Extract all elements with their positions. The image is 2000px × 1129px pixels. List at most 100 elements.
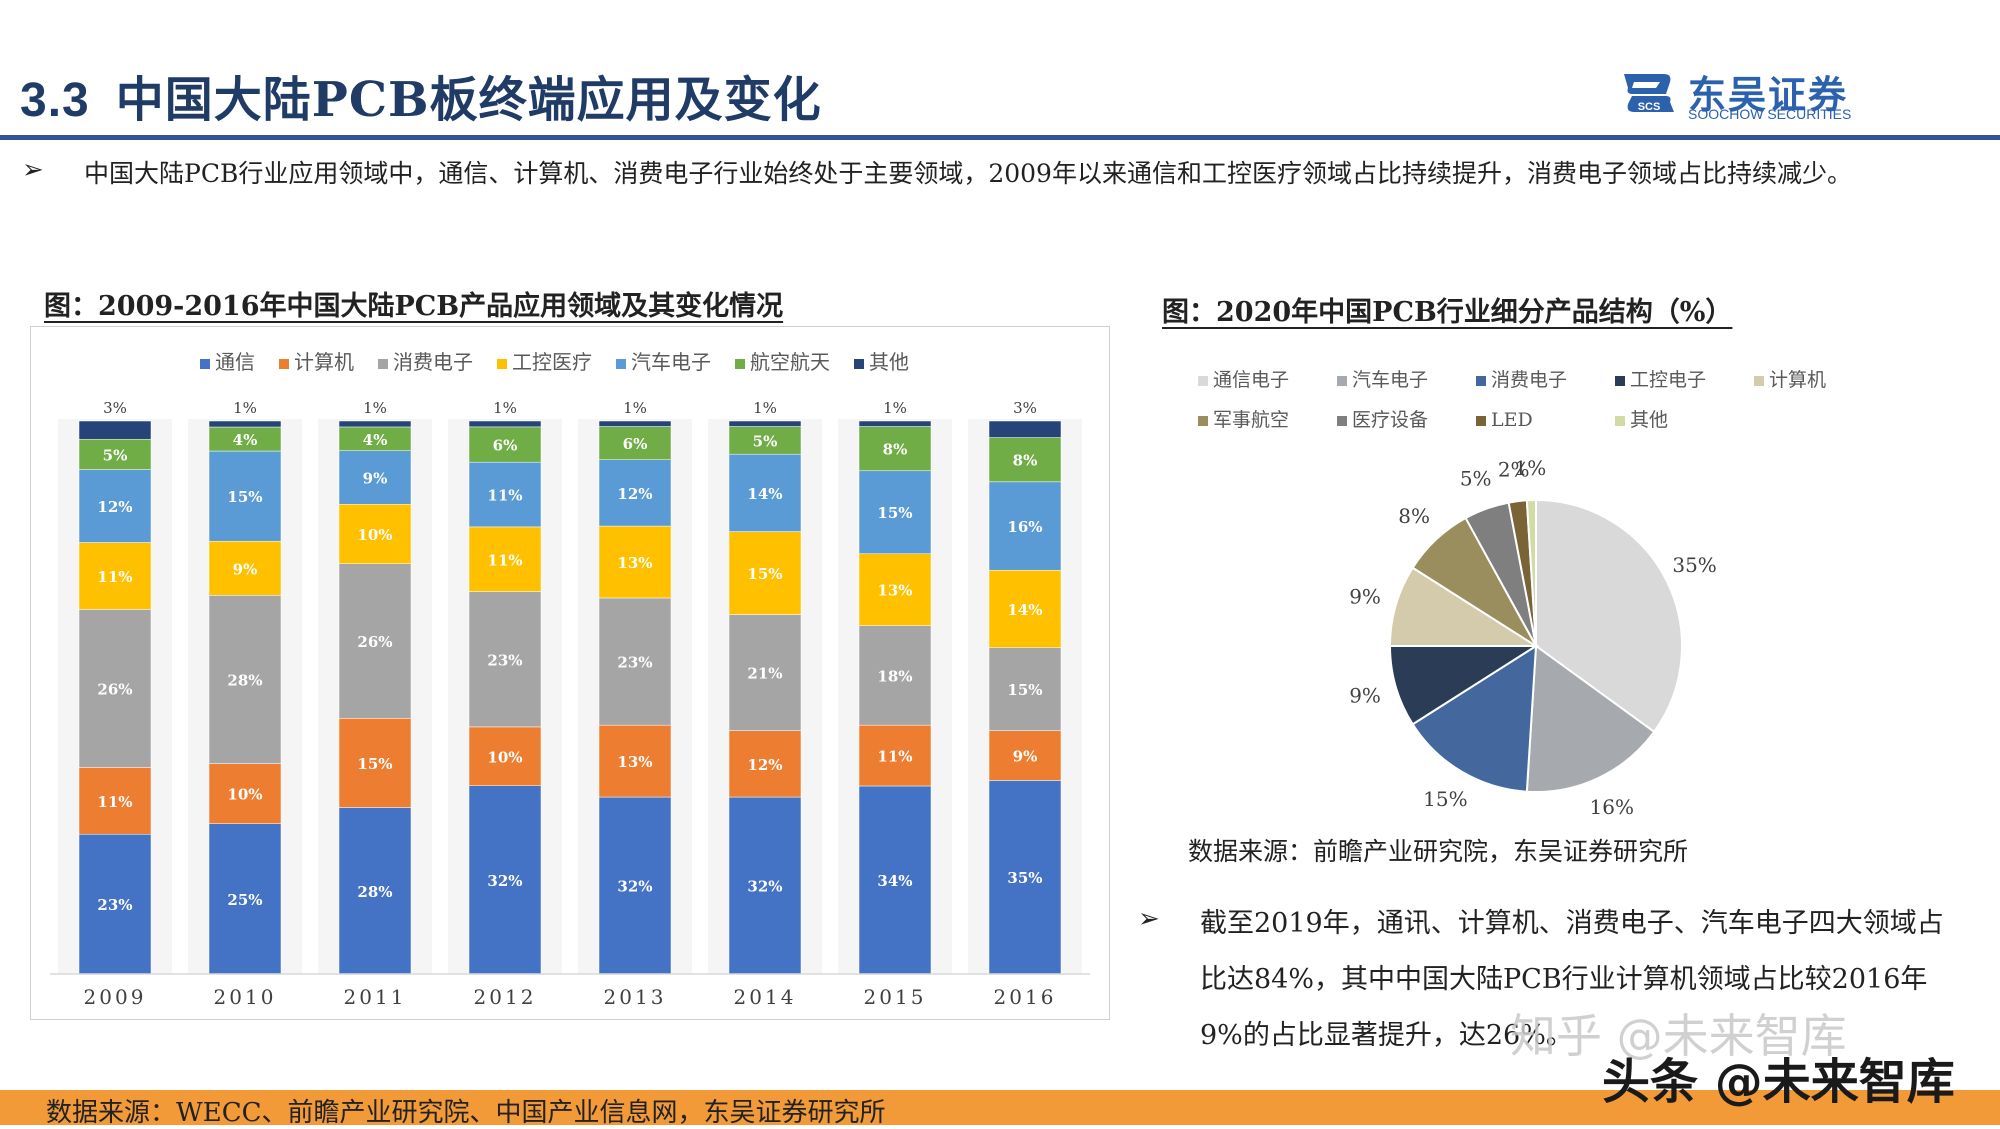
section-number: 3.3 [20, 74, 90, 127]
pie-legend-label-2: 汽车电子 [1352, 369, 1428, 391]
logo-name-en: SOOCHOW SECURITIES [1688, 106, 1852, 122]
bar-value-label: 16% [1007, 518, 1042, 536]
legend-swatch-1 [200, 359, 210, 369]
bar-segment [598, 459, 672, 527]
x-tick-label: 2015 [864, 985, 927, 1009]
pie-legend-label-3: 消费电子 [1491, 369, 1567, 391]
bar-segment [728, 614, 802, 731]
bar-value-label: 10% [487, 748, 522, 766]
pie-legend-swatch-6 [1198, 416, 1208, 426]
x-tick-label: 2010 [214, 985, 277, 1009]
bar-value-label: 9% [363, 469, 388, 487]
legend-swatch-4 [497, 359, 507, 369]
bar-value-label: 14% [1007, 601, 1042, 619]
pie-legend-swatch-1 [1198, 376, 1208, 386]
bar-value-label: 10% [357, 526, 392, 544]
bar-value-label: 26% [357, 633, 392, 651]
bar-value-label: 23% [487, 651, 522, 669]
pie-slice [1535, 498, 1683, 734]
bar-value-label: 8% [1013, 452, 1038, 470]
bar-value-label: 11% [97, 568, 132, 586]
bar-segment [468, 426, 542, 463]
bar-segment [988, 437, 1062, 483]
bar-segment [78, 833, 152, 975]
bar-segment [468, 785, 542, 975]
pie-legend-label-7: 医疗设备 [1352, 409, 1428, 431]
legend-swatch-3 [378, 359, 388, 369]
bar-value-label: 11% [877, 748, 912, 766]
bar-value-label: 23% [617, 654, 652, 672]
pie-slice [1525, 498, 1537, 647]
bar-value-label: 12% [617, 485, 652, 503]
bar-value-label: 9% [233, 560, 258, 578]
bar-value-label: 1% [883, 399, 907, 417]
pie-legend-label-1: 通信电子 [1213, 369, 1289, 391]
legend-swatch-7 [854, 359, 864, 369]
pie-legend-swatch-5 [1754, 376, 1764, 386]
pie-legend-swatch-8 [1476, 416, 1486, 426]
pie-legend-swatch-3 [1476, 376, 1486, 386]
legend-swatch-5 [616, 359, 626, 369]
bar-value-label: 3% [103, 399, 127, 417]
legend-swatch-2 [279, 359, 289, 369]
bar-segment [208, 823, 282, 975]
bar-value-label: 15% [1007, 681, 1042, 699]
pie-legend-label-6: 军事航空 [1213, 409, 1289, 431]
pie-slice [1388, 645, 1540, 726]
bar-value-label: 3% [1013, 399, 1037, 417]
pie-value-label: 8% [1398, 504, 1430, 528]
legend-label-6: 航空航天 [750, 350, 830, 374]
bar-value-label: 32% [487, 872, 522, 890]
bar-value-label: 18% [877, 667, 912, 685]
bar-value-label: 32% [747, 878, 782, 896]
legend-label-7: 其他 [869, 350, 909, 374]
bar-value-label: 35% [1007, 869, 1042, 887]
bar-segment [78, 469, 152, 543]
bar-value-label: 15% [877, 504, 912, 522]
bar-value-label: 34% [877, 872, 912, 890]
watermark-zhihu: 知乎 @未来智库 [1510, 1009, 1847, 1063]
bar-segment [338, 563, 412, 719]
pie-slice [1411, 644, 1538, 793]
bar-value-label: 5% [103, 446, 128, 464]
legend-label-4: 工控医疗 [512, 350, 592, 374]
bar-segment [208, 450, 282, 542]
bar-value-label: 13% [617, 753, 652, 771]
bar-segment [858, 625, 932, 726]
pie-legend-label-5: 计算机 [1769, 369, 1826, 391]
x-tick-label: 2016 [994, 985, 1057, 1009]
pie-data-source: 数据来源：前瞻产业研究院，东吴证券研究所 [1188, 837, 1689, 866]
bar-segment [988, 730, 1062, 781]
bar-segment [208, 426, 282, 452]
x-tick-label: 2009 [84, 985, 147, 1009]
bar-value-label: 1% [493, 399, 517, 417]
pie-value-label: 9% [1349, 584, 1381, 608]
bar-value-label: 4% [363, 431, 388, 449]
bar-value-label: 13% [877, 582, 912, 600]
bar-value-label: 10% [227, 786, 262, 804]
bar-value-label: 32% [617, 878, 652, 896]
bar-segment [988, 481, 1062, 571]
logo-mark-icon: SCS [1624, 74, 1674, 113]
bar-segment [78, 438, 152, 470]
bar-segment [78, 767, 152, 835]
pie-chart-title: 图：2020年中国PCB行业细分产品结构（%） [1162, 297, 1733, 328]
bar-segment [728, 730, 802, 798]
legend-label-1: 通信 [215, 350, 255, 374]
stacked-bar-chart: 通信 计算机 消费电子 工控医疗 汽车电子 航空航天 其他 23% 11% 26% 11% 12% 5%… [50, 350, 1090, 1009]
bar-value-label: 5% [753, 432, 778, 450]
bar-value-label: 4% [233, 431, 258, 449]
bar-segment [78, 420, 152, 440]
bar-segment [468, 726, 542, 786]
logo-name-cn: 东吴证券 [1688, 75, 1849, 117]
bar-value-label: 13% [617, 554, 652, 572]
bar-segment [208, 540, 282, 596]
bar-value-label: 12% [747, 756, 782, 774]
bar-value-label: 12% [97, 498, 132, 516]
bar-segment [338, 503, 412, 564]
bullet-arrow-icon: ➢ [22, 155, 44, 185]
x-tick-label: 2011 [344, 985, 407, 1009]
stacked-chart-title: 图：2009-2016年中国大陆PCB产品应用领域及其变化情况 [44, 291, 784, 322]
bar-value-label: 8% [883, 441, 908, 459]
bar-value-label: 9% [1013, 748, 1038, 766]
